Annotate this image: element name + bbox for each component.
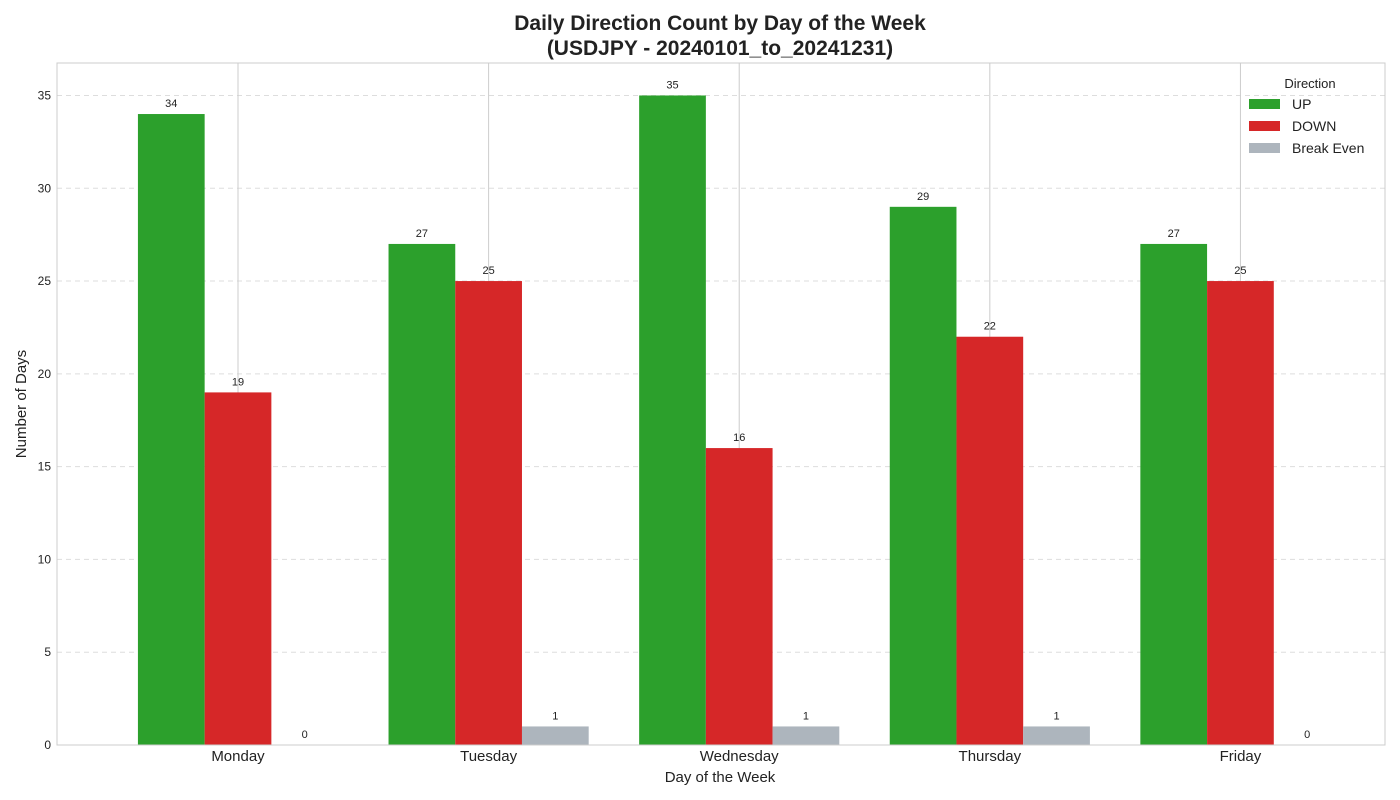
bar-value-label: 34 — [165, 98, 177, 110]
x-axis-label: Day of the Week — [665, 769, 776, 786]
legend-swatch — [1249, 121, 1280, 131]
bar-value-label: 0 — [302, 729, 308, 741]
bar — [772, 726, 840, 745]
bar — [204, 392, 272, 745]
bar — [388, 243, 456, 745]
bar-value-label: 0 — [1304, 729, 1310, 741]
bar — [1207, 281, 1274, 745]
y-tick-label: 5 — [44, 645, 51, 659]
bar-value-labels: 34 27 35 29 27 19 25 16 22 25 0 1 1 1 0 — [165, 79, 1310, 741]
bar-value-label: 22 — [984, 321, 996, 333]
bar-value-label: 19 — [232, 376, 244, 388]
x-tick-label: Friday — [1220, 748, 1262, 765]
legend-swatch — [1249, 143, 1280, 153]
bar — [1140, 243, 1208, 745]
bar — [956, 336, 1024, 745]
bar-value-label: 1 — [803, 710, 809, 722]
plot-frame — [56, 62, 1386, 746]
y-tick-label: 15 — [38, 460, 52, 474]
x-tick-label: Monday — [211, 748, 265, 765]
y-tick-label: 0 — [44, 738, 51, 752]
y-tick-label: 30 — [38, 181, 52, 195]
bar — [137, 114, 205, 746]
bar-value-label: 16 — [733, 432, 745, 444]
bar — [1023, 726, 1090, 745]
bar-value-label: 27 — [416, 228, 428, 240]
bar-value-label: 35 — [666, 79, 678, 91]
y-tick-label: 25 — [38, 274, 52, 288]
y-tick-label: 35 — [38, 88, 52, 102]
legend-label: DOWN — [1292, 118, 1336, 134]
bar — [705, 448, 773, 745]
y-tick-label: 20 — [38, 367, 52, 381]
bar-value-label: 1 — [1053, 710, 1059, 722]
bar-value-label: 27 — [1168, 228, 1180, 240]
y-axis-label: Number of Days — [13, 350, 30, 458]
legend-label: UP — [1292, 96, 1311, 112]
legend-title: Direction — [1284, 76, 1335, 91]
bar — [455, 281, 522, 745]
bar — [639, 95, 706, 745]
legend: Direction UP DOWN Break Even — [1249, 76, 1364, 156]
bar-value-label: 25 — [482, 265, 494, 277]
bars — [137, 95, 1274, 746]
x-tick-label: Thursday — [959, 748, 1022, 765]
chart-title: Daily Direction Count by Day of the Week — [514, 12, 926, 35]
y-tick-label: 10 — [38, 552, 52, 566]
bar-value-label: 29 — [917, 191, 929, 203]
chart-subtitle: (USDJPY - 20240101_to_20241231) — [547, 37, 893, 60]
bar-value-label: 1 — [552, 710, 558, 722]
legend-label: Break Even — [1292, 140, 1364, 156]
bar — [521, 726, 589, 745]
x-tick-label: Tuesday — [460, 748, 517, 765]
bar-value-label: 25 — [1234, 265, 1246, 277]
x-tick-label: Wednesday — [700, 748, 779, 765]
bar — [889, 206, 957, 746]
legend-swatch — [1249, 99, 1280, 109]
